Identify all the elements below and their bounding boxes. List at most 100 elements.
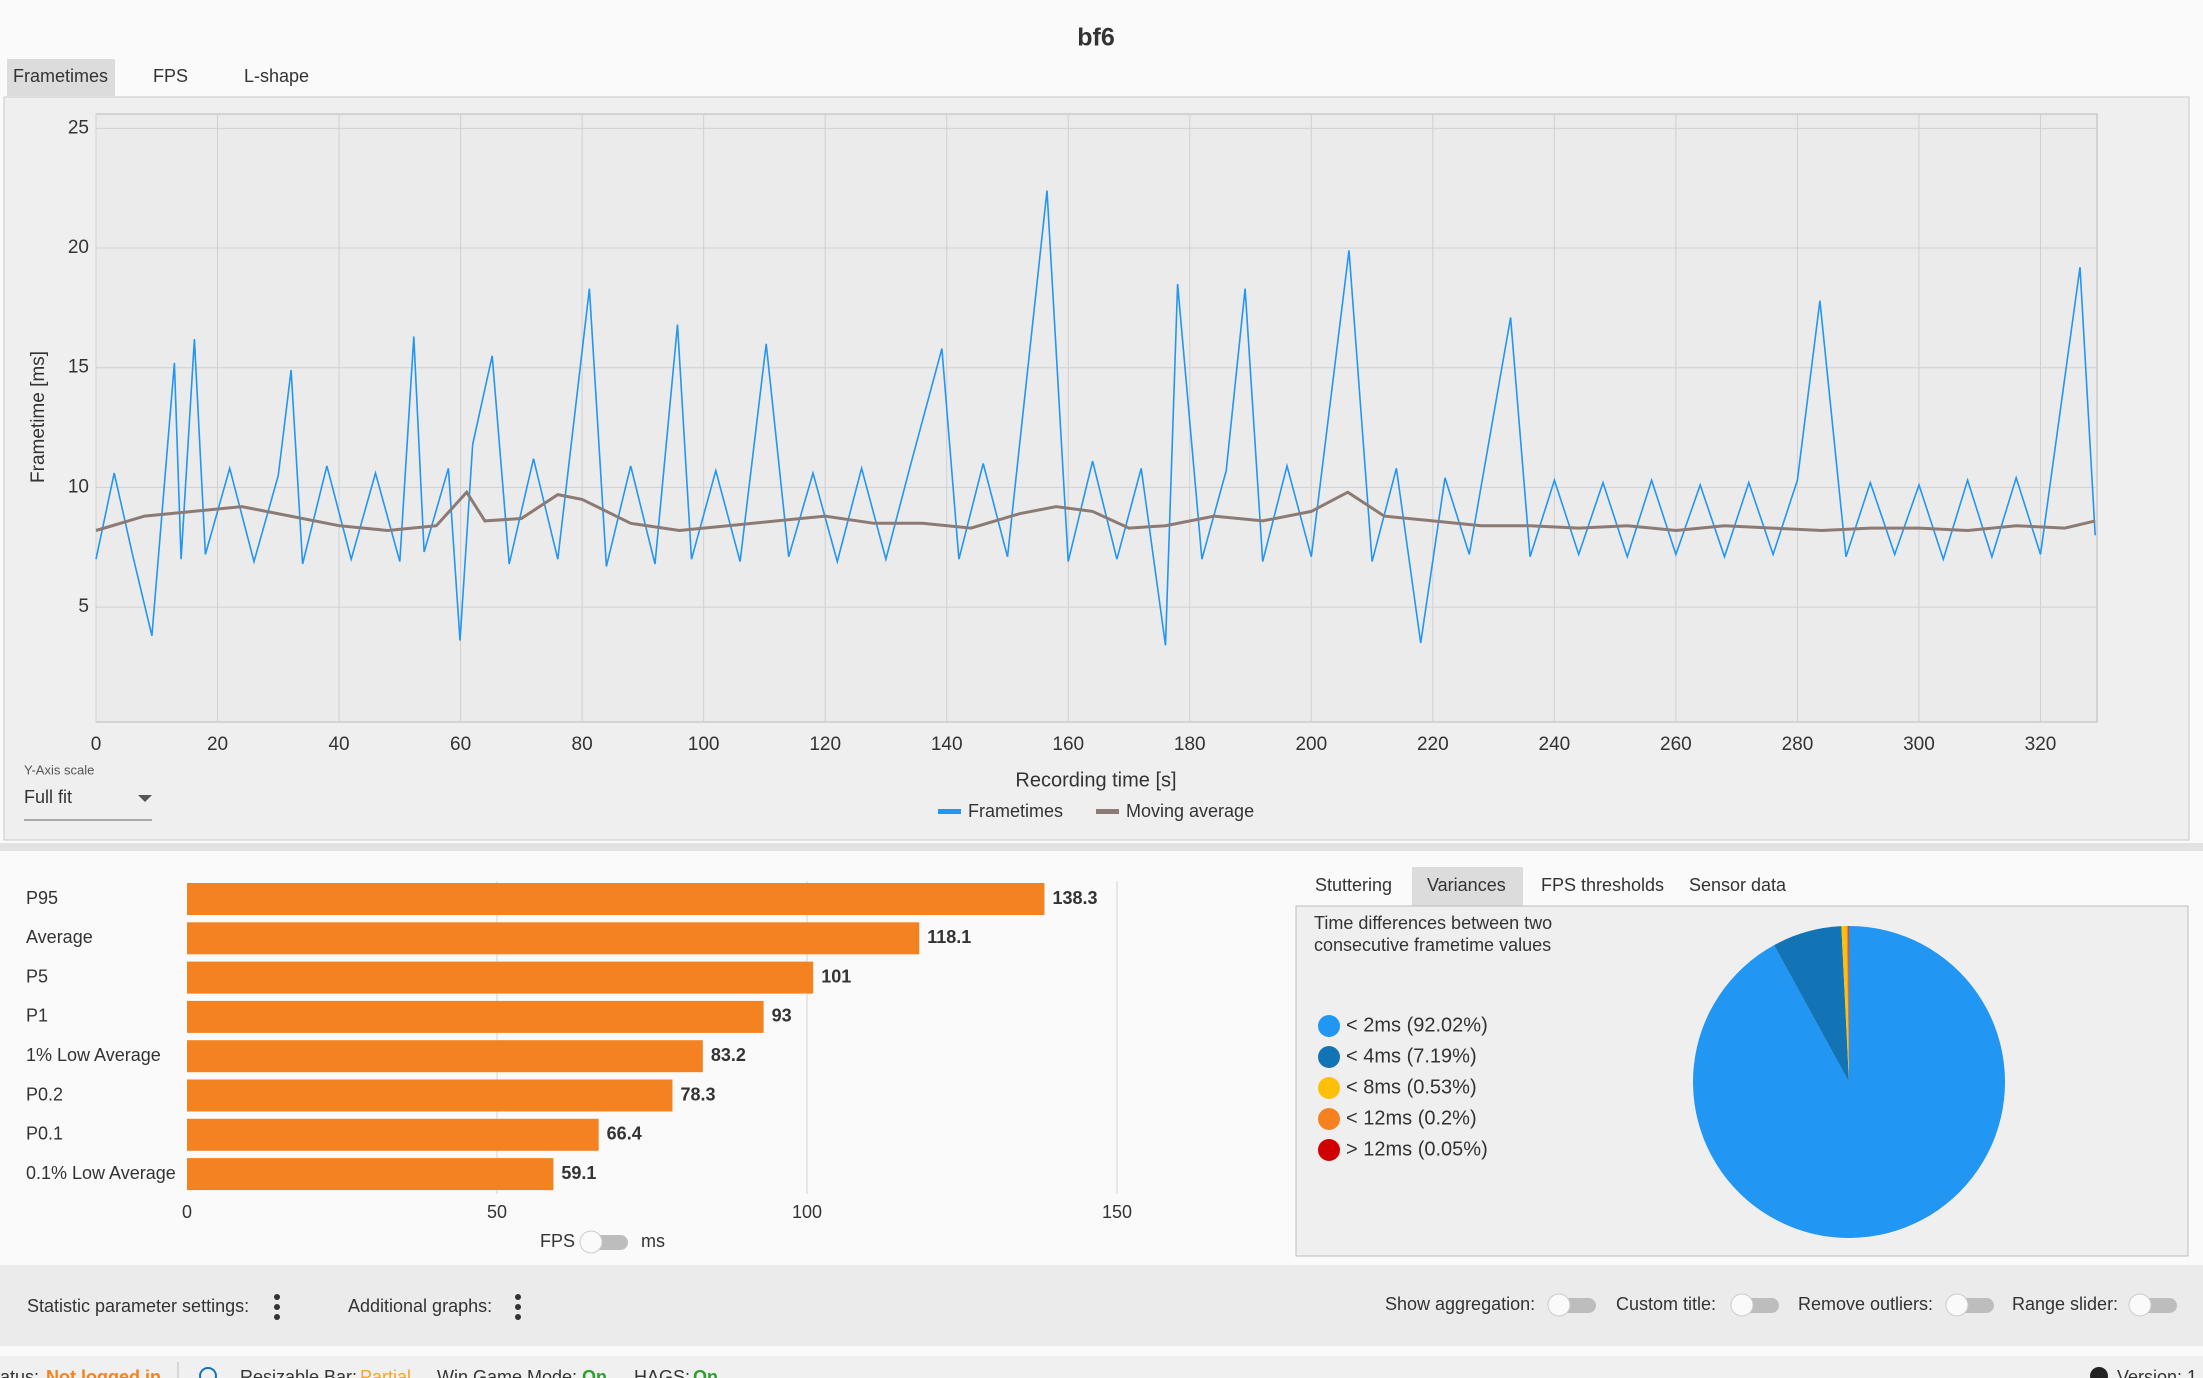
menu-icon[interactable] (274, 1294, 280, 1320)
toggle[interactable] (2128, 1293, 2177, 1317)
y-tick-label: 10 (68, 476, 89, 497)
bar (187, 1158, 554, 1191)
toolbar-label: Remove outliers: (1798, 1294, 1933, 1314)
legend-label: < 12ms (0.2%) (1346, 1107, 1477, 1129)
y-tick-label: 15 (68, 357, 89, 378)
legend-label: < 8ms (0.53%) (1346, 1076, 1477, 1098)
menu-icon[interactable] (515, 1294, 521, 1320)
y-tick-label: 25 (68, 117, 89, 138)
x-tick-label: 0 (91, 734, 102, 755)
tab[interactable]: Sensor data (1689, 875, 1787, 895)
x-tick-label: 300 (1903, 734, 1935, 755)
bar (187, 961, 814, 994)
tab[interactable]: Frametimes (13, 66, 108, 86)
info-icon[interactable] (2090, 1367, 2108, 1378)
bar (187, 1000, 764, 1033)
tab[interactable]: L-shape (244, 66, 309, 86)
x-tick-label: 240 (1539, 734, 1571, 755)
plot-area (95, 113, 2098, 723)
tab[interactable]: FPS (153, 66, 188, 86)
x-tick-label: 40 (328, 734, 349, 755)
status-bar (0, 1356, 2203, 1378)
toolbar-label: Statistic parameter settings: (27, 1296, 249, 1316)
refresh-icon[interactable] (199, 1367, 217, 1378)
toggle-label: ms (641, 1231, 665, 1251)
tab[interactable]: FPS thresholds (1541, 875, 1664, 895)
series-line (95, 190, 2096, 646)
y-tick-label: 5 (78, 596, 89, 617)
category-label: P0.2 (26, 1084, 63, 1104)
y-scale-label: Y-Axis scale (24, 762, 94, 777)
legend-label: < 2ms (92.02%) (1346, 1014, 1488, 1036)
category-label: P95 (26, 888, 58, 908)
value-label: 59.1 (561, 1163, 596, 1183)
pie-slice (1693, 926, 2006, 1238)
toolbar-label: Custom title: (1616, 1294, 1716, 1314)
y-axis-label: Frametime [ms] (28, 351, 49, 483)
toggle[interactable] (1547, 1293, 1596, 1317)
x-tick-label: 120 (809, 734, 841, 755)
x-tick-label: 260 (1660, 734, 1692, 755)
legend-swatch (1096, 809, 1119, 814)
legend-label: Moving average (1126, 801, 1254, 821)
x-tick-label: 50 (487, 1202, 507, 1222)
legend-dot (1318, 1046, 1340, 1068)
legend-dot (1318, 1108, 1340, 1130)
x-tick-label: 160 (1052, 734, 1084, 755)
status-text: HAGS: (634, 1367, 690, 1378)
x-tick-label: 280 (1782, 734, 1814, 755)
x-tick-label: 200 (1295, 734, 1327, 755)
x-axis-label: Recording time [s] (1015, 769, 1176, 791)
legend-swatch (938, 809, 961, 814)
x-tick-label: 140 (931, 734, 963, 755)
x-tick-label: 100 (792, 1202, 822, 1222)
bar (187, 1079, 673, 1112)
tab[interactable]: Variances (1427, 875, 1506, 895)
status-text: atus: (0, 1367, 39, 1378)
series-line (95, 489, 2096, 533)
x-tick-label: 80 (572, 734, 593, 755)
legend-dot (1318, 1139, 1340, 1161)
legend-label: < 4ms (7.19%) (1346, 1045, 1477, 1067)
x-tick-label: 60 (450, 734, 471, 755)
tab[interactable]: Stuttering (1315, 875, 1392, 895)
active-tab[interactable] (7, 59, 115, 96)
category-label: 1% Low Average (26, 1045, 161, 1065)
status-value: On (582, 1367, 607, 1378)
status-text: Resizable Bar: (240, 1367, 357, 1378)
legend-label: > 12ms (0.05%) (1346, 1138, 1488, 1160)
toolbar-label: Range slider: (2012, 1294, 2118, 1314)
pie-slice (1841, 926, 1849, 1082)
status-text: Win Game Mode: (437, 1367, 577, 1378)
toolbar-label: Additional graphs: (348, 1296, 492, 1316)
x-tick-label: 320 (2025, 734, 2057, 755)
active-tab[interactable] (1412, 867, 1523, 906)
status-value: On (693, 1367, 718, 1378)
y-scale-select[interactable]: Full fit (24, 787, 72, 807)
separator (0, 843, 2203, 851)
value-label: 66.4 (607, 1124, 642, 1144)
status-value: Not logged in (46, 1367, 161, 1378)
page-title: bf6 (1077, 24, 1115, 52)
value-label: 138.3 (1052, 888, 1097, 908)
category-label: Average (26, 927, 93, 947)
category-label: 0.1% Low Average (26, 1163, 176, 1183)
subtitle-box: Time differences between two consecutive… (1314, 913, 1553, 955)
pie-subtitle: Time differences between two consecutive… (1314, 913, 1553, 955)
status-text: Version: 1 (2117, 1367, 2197, 1378)
y-tick-label: 20 (68, 237, 89, 258)
bar (187, 1118, 599, 1151)
toggle-knob[interactable] (579, 1230, 603, 1254)
value-label: 78.3 (680, 1084, 715, 1104)
x-tick-label: 180 (1174, 734, 1206, 755)
select-arrow[interactable] (138, 795, 152, 802)
x-tick-label: 20 (207, 734, 228, 755)
value-label: 83.2 (711, 1045, 746, 1065)
toggle[interactable] (1730, 1293, 1779, 1317)
bar (187, 1040, 703, 1073)
legend-label: Frametimes (968, 801, 1063, 821)
toggle[interactable] (1945, 1293, 1994, 1317)
category-label: P5 (26, 966, 48, 986)
toolbar-label: Show aggregation: (1385, 1294, 1535, 1314)
